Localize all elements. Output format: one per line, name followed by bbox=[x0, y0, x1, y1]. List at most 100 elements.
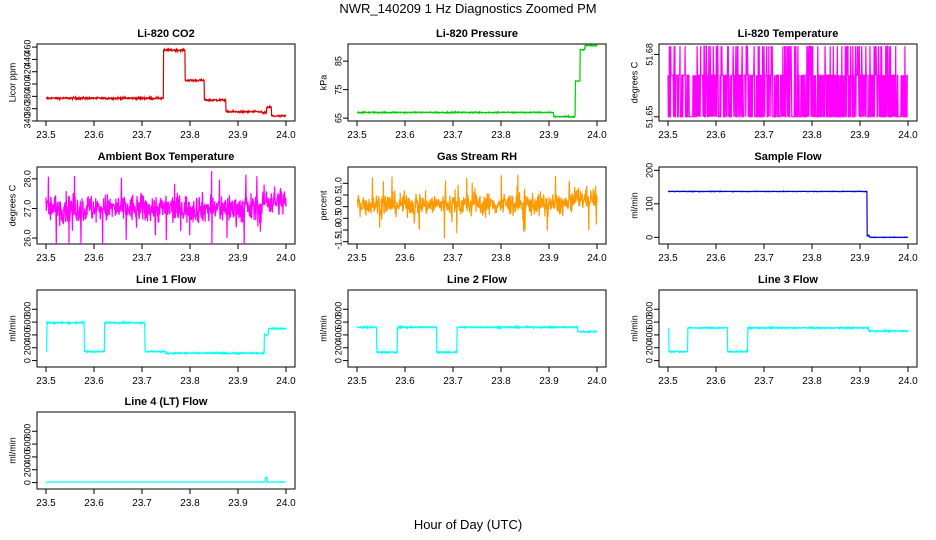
y-tick-label: 0 bbox=[333, 358, 343, 363]
y-axis-label: ml/min bbox=[7, 315, 17, 342]
panel-pressure: Li-820 Pressure 23.5 23.6 23.7 23.8 23.9 24.0 6… bbox=[318, 28, 607, 141]
x-tick-label: 23.6 bbox=[84, 498, 104, 509]
plot-frame bbox=[36, 166, 296, 245]
x-tick-label: 23.8 bbox=[491, 376, 511, 387]
y-tick-label: 420 bbox=[22, 64, 32, 79]
x-tick-label: 23.9 bbox=[850, 130, 870, 141]
panel-title: Sample Flow bbox=[754, 151, 822, 163]
y-axis-label: degrees C bbox=[629, 61, 639, 103]
y-tick-label: 0 bbox=[644, 235, 654, 240]
y-tick-label: -1.5 bbox=[333, 234, 343, 250]
series-line bbox=[356, 323, 598, 355]
panel-line3-flow: Line 3 Flow 23.5 23.6 23.7 23.8 23.9 24.0 0 2004… bbox=[629, 274, 918, 387]
x-tick-label: 23.6 bbox=[84, 253, 104, 264]
x-tick-label: 24.0 bbox=[587, 376, 607, 387]
x-tick-label: 23.9 bbox=[850, 376, 870, 387]
x-tick-label: 24.0 bbox=[276, 253, 296, 264]
y-tick-label: 800 bbox=[22, 424, 32, 439]
x-tick-label: 23.5 bbox=[658, 376, 678, 387]
panel-title: Li-820 CO2 bbox=[137, 28, 194, 40]
y-axis-label: ml/min bbox=[629, 192, 639, 219]
panel-title: Gas Stream RH bbox=[437, 151, 517, 163]
y-tick-label: 800 bbox=[333, 302, 343, 317]
x-tick-label: 23.8 bbox=[491, 253, 511, 264]
y-tick-label: 0 bbox=[22, 480, 32, 485]
y-tick-label: 460 bbox=[22, 40, 32, 55]
figure-title: NWR_140209 1 Hz Diagnostics Zoomed PM bbox=[339, 1, 597, 16]
x-tick-label: 23.5 bbox=[36, 253, 56, 264]
y-tick-label: 340 bbox=[22, 113, 32, 128]
panel-gas-rh: Gas Stream RH 23.5 23.6 23.7 23.8 23.9 24.0 -1.… bbox=[318, 151, 607, 264]
y-tick-label: 26.0 bbox=[22, 229, 32, 247]
panel-title: Li-820 Temperature bbox=[738, 28, 839, 40]
x-tick-label: 23.9 bbox=[228, 130, 248, 141]
x-tick-label: 23.5 bbox=[658, 253, 678, 264]
x-tick-label: 24.0 bbox=[276, 130, 296, 141]
x-tick-label: 23.6 bbox=[395, 376, 415, 387]
series-line bbox=[667, 190, 909, 239]
x-tick-label: 23.8 bbox=[802, 253, 822, 264]
panel-title: Line 1 Flow bbox=[136, 274, 196, 286]
x-tick-label: 23.6 bbox=[706, 130, 726, 141]
x-tick-label: 23.8 bbox=[802, 130, 822, 141]
x-tick-label: 23.7 bbox=[443, 253, 463, 264]
panel-line2-flow: Line 2 Flow 23.5 23.6 23.7 23.8 23.9 24.0 0 2004… bbox=[318, 274, 607, 387]
panel-title: Line 4 (LT) Flow bbox=[125, 396, 208, 408]
x-tick-label: 24.0 bbox=[276, 376, 296, 387]
series-line bbox=[45, 46, 287, 119]
panel-line4-flow: Line 4 (LT) Flow 23.5 23.6 23.7 23.8 23.9 24.0… bbox=[7, 396, 296, 509]
y-axis-label: ml/min bbox=[7, 437, 17, 464]
y-tick-label: 400 bbox=[22, 327, 32, 342]
x-tick-label: 24.0 bbox=[898, 253, 918, 264]
x-tick-label: 23.6 bbox=[84, 376, 104, 387]
x-tick-label: 23.7 bbox=[754, 253, 774, 264]
plot-frame bbox=[347, 43, 607, 122]
series-line bbox=[667, 325, 909, 355]
x-tick-label: 23.6 bbox=[706, 376, 726, 387]
y-tick-label: 600 bbox=[644, 315, 654, 330]
x-tick-label: 23.7 bbox=[443, 130, 463, 141]
x-tick-label: 23.7 bbox=[132, 498, 152, 509]
y-tick-label: -0.5 bbox=[333, 211, 343, 227]
panel-licor-temp: Li-820 Temperature 23.5 23.6 23.7 23.8 23.9 24… bbox=[629, 28, 918, 141]
y-tick-label: 75 bbox=[333, 85, 343, 95]
y-tick-label: 360 bbox=[22, 101, 32, 116]
x-tick-label: 23.5 bbox=[347, 130, 367, 141]
y-tick-label: 200 bbox=[22, 462, 32, 477]
plot-frame bbox=[36, 43, 296, 122]
series-line bbox=[45, 319, 287, 356]
plot-frame bbox=[36, 411, 296, 490]
y-axis-label: degrees C bbox=[7, 184, 17, 226]
x-tick-label: 23.6 bbox=[84, 130, 104, 141]
y-tick-label: 400 bbox=[644, 327, 654, 342]
panel-title: Li-820 Pressure bbox=[436, 28, 518, 40]
x-tick-label: 23.5 bbox=[36, 376, 56, 387]
y-tick-label: 400 bbox=[22, 77, 32, 92]
x-tick-label: 23.8 bbox=[180, 498, 200, 509]
x-tick-label: 23.5 bbox=[36, 130, 56, 141]
x-tick-label: 23.8 bbox=[802, 376, 822, 387]
y-tick-label: 51.68 bbox=[644, 43, 654, 66]
plot-frame bbox=[658, 43, 918, 122]
y-tick-label: 0.5 bbox=[333, 189, 343, 202]
y-tick-label: -1.0 bbox=[333, 222, 343, 238]
x-tick-label: 23.5 bbox=[347, 376, 367, 387]
y-axis-label: kPa bbox=[318, 75, 328, 91]
series-line bbox=[45, 476, 287, 483]
y-axis-label: percent bbox=[318, 190, 328, 221]
x-tick-label: 23.6 bbox=[395, 130, 415, 141]
x-tick-label: 23.9 bbox=[539, 376, 559, 387]
panel-title: Ambient Box Temperature bbox=[98, 151, 235, 163]
y-axis-label: ml/min bbox=[629, 315, 639, 342]
x-tick-label: 23.8 bbox=[180, 376, 200, 387]
plot-frame bbox=[347, 289, 607, 368]
x-tick-label: 23.9 bbox=[850, 253, 870, 264]
panel-line1-flow: Line 1 Flow 23.5 23.6 23.7 23.8 23.9 24.0 0 2004… bbox=[7, 274, 296, 387]
x-tick-label: 23.8 bbox=[491, 130, 511, 141]
y-tick-label: 600 bbox=[22, 437, 32, 452]
x-tick-label: 24.0 bbox=[898, 376, 918, 387]
panel-ambient-temp: Ambient Box Temperature 23.5 23.6 23.7 23.8 2… bbox=[7, 151, 296, 264]
x-tick-label: 23.9 bbox=[539, 130, 559, 141]
y-tick-label: 51.65 bbox=[644, 106, 654, 129]
